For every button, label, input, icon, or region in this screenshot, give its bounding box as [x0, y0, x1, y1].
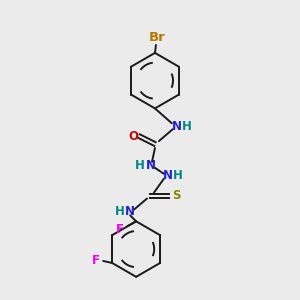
Text: H: H [173, 169, 183, 182]
Text: Br: Br [148, 31, 165, 44]
Text: S: S [172, 189, 181, 202]
Text: O: O [128, 130, 138, 142]
Text: H: H [115, 205, 125, 218]
Text: H: H [135, 159, 145, 172]
Text: F: F [92, 254, 100, 268]
Text: N: N [125, 205, 135, 218]
Text: N: N [163, 169, 173, 182]
Text: F: F [116, 223, 124, 236]
Text: N: N [172, 120, 182, 133]
Text: N: N [146, 159, 156, 172]
Text: H: H [182, 120, 192, 133]
